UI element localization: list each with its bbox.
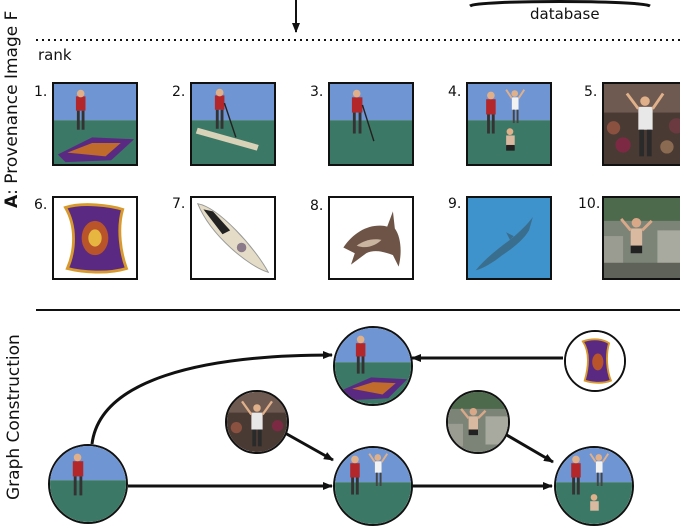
edge-rocks-donor-to-final <box>504 432 554 464</box>
section-a-label: A: Provenance Image F <box>2 11 22 208</box>
rank-number: 3. <box>310 84 324 100</box>
section-a-letter: A <box>2 194 22 208</box>
shark-image[interactable] <box>328 196 414 280</box>
man-with-paddle-image[interactable] <box>328 82 414 166</box>
dancing-crowd-image[interactable] <box>225 390 289 454</box>
man-on-paddleboard-image[interactable] <box>190 82 276 166</box>
man-with-dancers-image[interactable] <box>466 82 552 166</box>
rank-number: 2. <box>172 84 186 100</box>
edge-dancer-donor-to-composite <box>284 431 334 462</box>
rank-number: 4. <box>448 84 462 100</box>
rank-number: 1. <box>34 84 48 100</box>
rank-label: rank <box>38 46 72 64</box>
database-bracket <box>469 0 651 8</box>
rank-number: 10. <box>578 196 601 212</box>
rank-number: 7. <box>172 196 186 212</box>
section-b-label: Graph Construction <box>4 334 24 500</box>
man-on-rocks-image[interactable] <box>446 390 510 454</box>
diagram-background <box>36 0 680 490</box>
edge-root-to-carpet <box>90 351 333 445</box>
man-with-dancers-image[interactable] <box>333 446 413 526</box>
underwater-shark-image[interactable] <box>466 196 552 280</box>
rank-number: 5. <box>584 84 598 100</box>
man-on-rocks-image[interactable] <box>602 196 680 280</box>
flying-carpet-image[interactable] <box>564 330 626 392</box>
dancing-crowd-image[interactable] <box>602 82 680 166</box>
section-b-title: Graph Construction <box>4 334 24 500</box>
paddleboard-image[interactable] <box>190 196 276 280</box>
rank-number: 9. <box>448 196 462 212</box>
database-label: database <box>530 5 600 23</box>
rank-number: 6. <box>34 197 48 213</box>
flying-carpet-image[interactable] <box>52 196 138 280</box>
man-on-carpet-image[interactable] <box>52 82 138 166</box>
man-with-dancers-image[interactable] <box>554 446 634 526</box>
man-on-carpet-image[interactable] <box>333 326 413 406</box>
man-with-paddle-image[interactable] <box>48 444 128 524</box>
rank-number: 8. <box>310 198 324 214</box>
section-a-title: : Provenance Image F <box>2 10 22 195</box>
